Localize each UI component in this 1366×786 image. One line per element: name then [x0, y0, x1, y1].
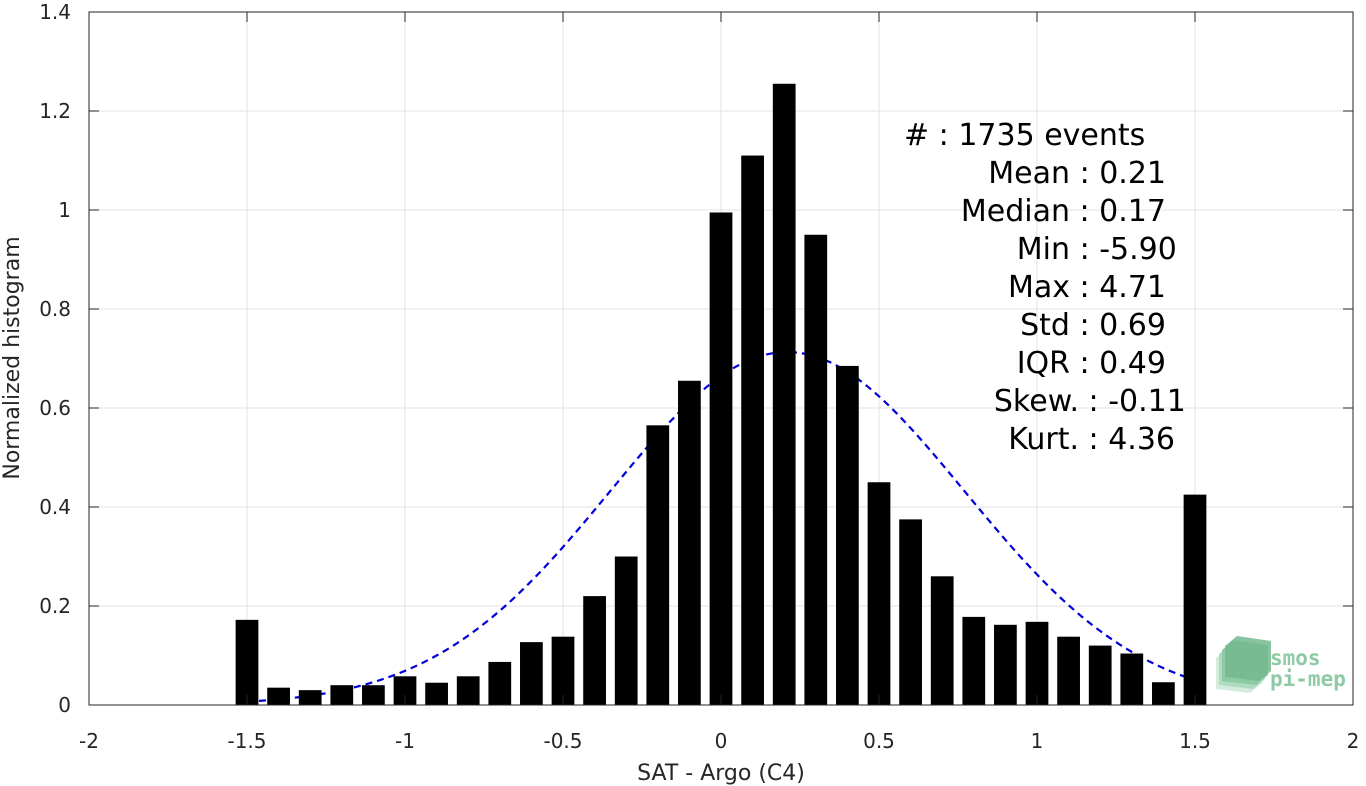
histogram-bar — [425, 682, 448, 705]
histogram-bar — [1183, 494, 1207, 706]
histogram-bar — [456, 676, 480, 705]
fit-curve-group — [246, 350, 1196, 703]
stat-line: Median : 0.17 — [961, 194, 1166, 229]
logo-line-2: pi-mep — [1270, 667, 1346, 691]
x-tick-label: -1.5 — [227, 729, 266, 753]
histogram-bar — [1152, 682, 1175, 705]
x-tick-label: -2 — [79, 729, 99, 753]
y-tick-label: 0 — [58, 693, 71, 717]
histogram-bar — [614, 556, 638, 705]
y-tick-label: 1.2 — [39, 99, 71, 123]
x-tick-label: -1 — [395, 729, 415, 753]
histogram-bar — [772, 83, 796, 705]
y-tick-label: 1 — [58, 198, 71, 222]
stat-line: IQR : 0.49 — [1017, 346, 1166, 381]
histogram-bar — [804, 234, 828, 705]
stat-line: Min : -5.90 — [1017, 232, 1177, 267]
y-tick-label: 0.2 — [39, 594, 71, 618]
x-tick-labels: -2 -1.5 -1 -0.5 0 0.5 1 1.5 2 — [79, 729, 1359, 753]
y-axis-label: Normalized histogram — [0, 236, 25, 479]
logo-line-1: smos — [1270, 646, 1321, 670]
histogram-bar — [362, 685, 385, 705]
histogram-bar — [899, 519, 922, 706]
y-tick-label: 0.8 — [39, 297, 71, 321]
x-tick-label: 0.5 — [863, 729, 895, 753]
ticks-group — [88, 11, 1354, 706]
y-tick-labels: 0 0.2 0.4 0.6 0.8 1 1.2 1.4 — [39, 0, 71, 717]
stat-line: Mean : 0.21 — [988, 156, 1166, 191]
histogram-bar — [741, 155, 764, 706]
histogram-bar — [488, 661, 512, 705]
stat-line: # : 1735 events — [904, 118, 1145, 153]
histogram-bar — [267, 687, 290, 705]
y-tick-label: 0.4 — [39, 495, 71, 519]
histogram-bar — [1057, 636, 1080, 705]
y-tick-label: 1.4 — [39, 0, 71, 24]
histogram-bar — [1120, 653, 1144, 705]
stat-line: Max : 4.71 — [1008, 270, 1166, 305]
histogram-bar — [867, 482, 891, 705]
histogram-bar — [678, 380, 701, 705]
histogram-bar — [330, 685, 354, 705]
logo-layers-icon — [1216, 636, 1271, 693]
histogram-bar — [1025, 621, 1049, 705]
x-tick-label: 1.5 — [1179, 729, 1211, 753]
histogram-bar — [994, 624, 1017, 705]
x-tick-label: 2 — [1347, 729, 1360, 753]
histogram-bar — [709, 212, 733, 705]
histogram-bar — [393, 676, 417, 705]
histogram-bar — [836, 365, 859, 705]
stat-line: Skew. : -0.11 — [994, 384, 1186, 419]
histogram-bar — [962, 616, 986, 705]
stat-line: Kurt. : 4.36 — [1008, 422, 1175, 457]
x-tick-label: -0.5 — [543, 729, 582, 753]
fit-curve — [246, 350, 1196, 703]
x-axis-label: SAT - Argo (C4) — [637, 761, 805, 786]
histogram-bar — [520, 642, 543, 705]
histogram-bar — [646, 425, 670, 705]
histogram-bar — [551, 636, 575, 705]
histogram-bar — [583, 596, 606, 705]
histogram-bar — [930, 576, 954, 705]
x-tick-label: 1 — [1031, 729, 1044, 753]
stat-line: Std : 0.69 — [1020, 308, 1166, 343]
x-tick-label: 0 — [715, 729, 728, 753]
bars-group — [235, 83, 1207, 706]
histogram-bar — [298, 690, 322, 705]
smos-pi-mep-logo: smos pi-mep — [1216, 636, 1346, 693]
histogram-bar — [235, 619, 259, 705]
histogram-bar — [1088, 645, 1112, 705]
y-tick-label: 0.6 — [39, 396, 71, 420]
